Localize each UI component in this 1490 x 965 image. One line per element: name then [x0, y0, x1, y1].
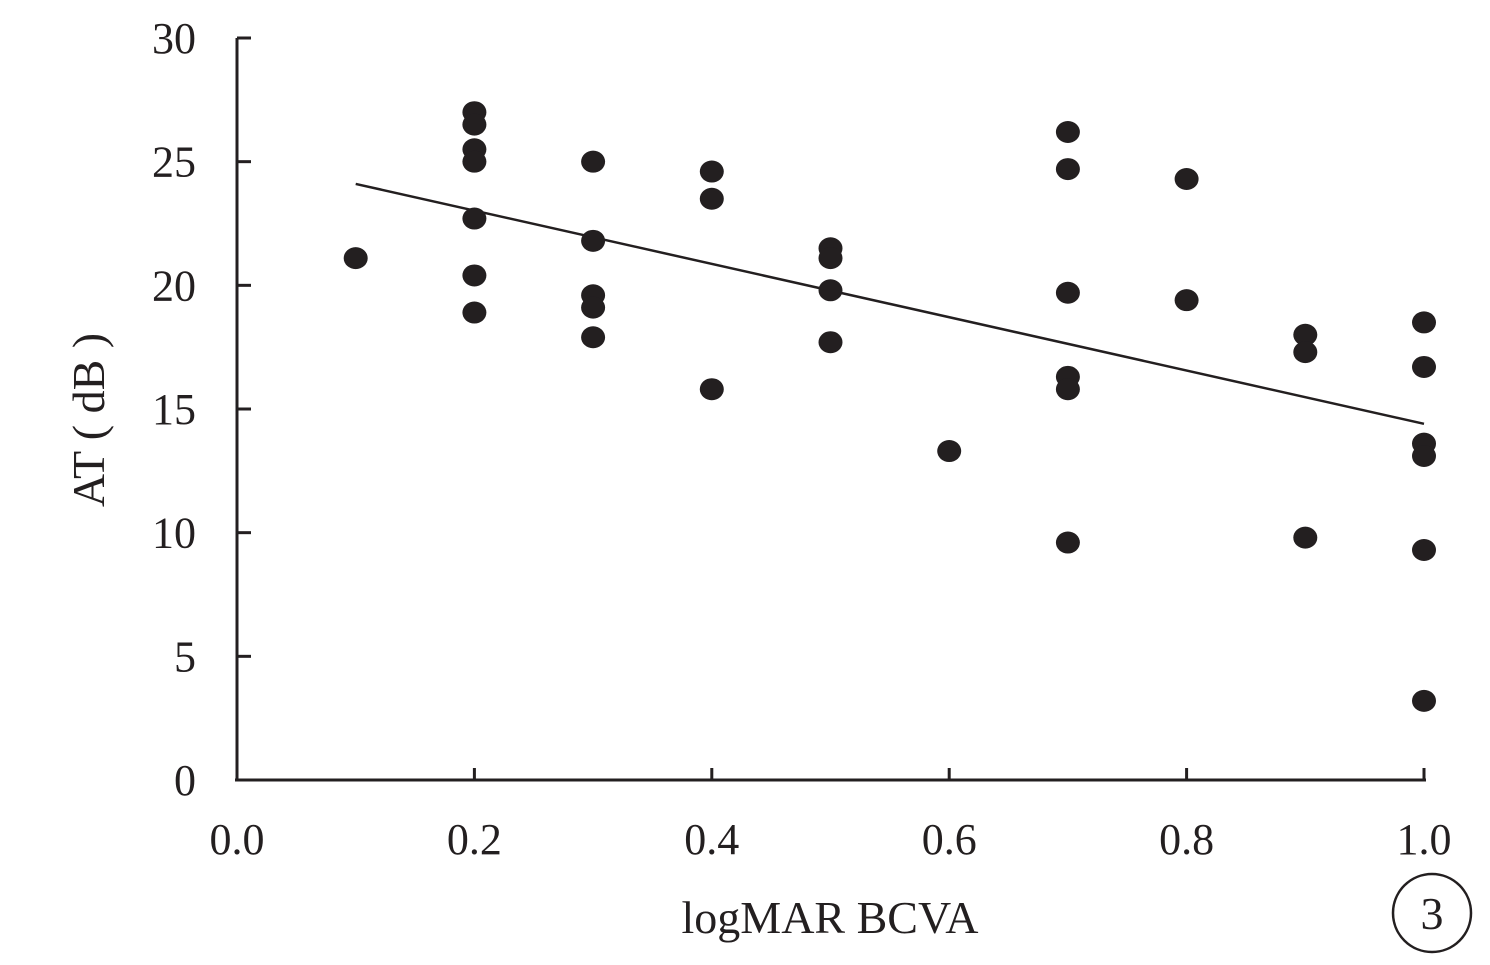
y-tick-label: 25	[152, 138, 196, 187]
y-tick-label: 0	[174, 756, 196, 805]
data-point	[1412, 444, 1436, 467]
data-point	[818, 279, 843, 302]
x-tick-label: 0.0	[210, 815, 265, 864]
data-point	[1412, 538, 1436, 561]
data-point	[462, 264, 487, 287]
data-point	[1293, 323, 1318, 346]
data-points	[343, 101, 1436, 712]
data-point	[1293, 341, 1318, 364]
data-point	[1055, 158, 1080, 181]
x-tick-label: 0.2	[447, 815, 502, 864]
axes	[235, 38, 1426, 782]
x-axis-label: logMAR BCVA	[682, 892, 979, 943]
x-tick-label: 1.0	[1397, 815, 1452, 864]
panel-label: 3	[1391, 872, 1473, 954]
data-point	[699, 187, 724, 210]
data-point	[462, 150, 487, 173]
data-point	[1412, 355, 1436, 378]
y-axis-label: AT ( dB )	[63, 333, 114, 507]
data-point	[462, 207, 487, 230]
data-point	[343, 247, 368, 270]
panel-label-circle	[1391, 872, 1473, 954]
y-tick-label: 30	[152, 14, 196, 63]
data-point	[1412, 311, 1436, 334]
data-point	[1055, 378, 1080, 401]
data-point	[581, 326, 606, 349]
y-tick-label: 5	[174, 632, 196, 681]
panel-label-text: 3	[1421, 888, 1444, 939]
y-ticks: 0 5 10 15 20 25 30	[152, 14, 251, 805]
data-point	[1293, 526, 1318, 549]
y-tick-label: 10	[152, 509, 196, 558]
data-point	[699, 378, 724, 401]
data-point	[1174, 167, 1199, 190]
data-point	[1174, 289, 1199, 312]
x-tick-label: 0.6	[922, 815, 977, 864]
data-point	[1412, 689, 1436, 712]
data-point	[462, 113, 487, 136]
x-tick-label: 0.4	[684, 815, 739, 864]
data-point	[581, 296, 606, 319]
data-point	[699, 160, 724, 183]
data-point	[1055, 531, 1080, 554]
x-ticks: 0.0 0.2 0.4 0.6 0.8 1.0	[210, 768, 1452, 864]
data-point	[581, 229, 606, 252]
data-point	[1055, 120, 1080, 143]
data-point	[818, 247, 843, 270]
trend-line	[355, 182, 1425, 426]
data-point	[462, 301, 487, 324]
data-point	[818, 331, 843, 354]
y-tick-label: 15	[152, 385, 196, 434]
data-point	[581, 150, 606, 173]
data-point	[937, 440, 962, 463]
data-point	[1055, 281, 1080, 304]
y-tick-label: 20	[152, 261, 196, 310]
x-tick-label: 0.8	[1159, 815, 1214, 864]
